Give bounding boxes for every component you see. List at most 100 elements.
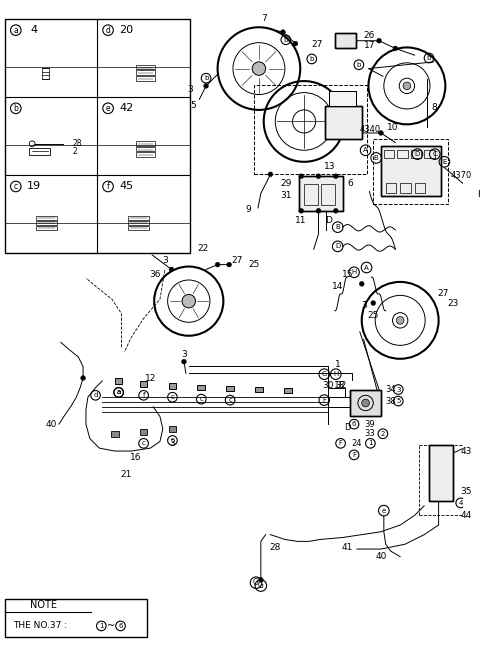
Circle shape [169,267,174,272]
Text: 28: 28 [72,139,82,148]
Text: 5: 5 [396,398,400,404]
Bar [429,445,453,501]
Text: b: b [13,104,18,113]
Text: 3: 3 [361,301,367,311]
Text: 7: 7 [261,14,266,23]
Text: ~: ~ [107,621,115,631]
Text: 42: 42 [119,103,133,113]
Bar [197,385,205,390]
Bar [299,176,344,211]
Text: 29: 29 [280,180,291,188]
Text: 39: 39 [364,420,375,428]
Text: a: a [117,390,121,395]
Text: 13: 13 [324,162,336,171]
Circle shape [293,41,298,46]
Bar [415,183,425,193]
Bar [29,147,50,155]
Circle shape [299,174,304,178]
Text: 1: 1 [335,360,341,369]
Text: b: b [427,55,431,61]
Bar [322,184,335,205]
Text: THE NO.37 :: THE NO.37 : [13,621,70,630]
Circle shape [204,84,208,88]
Text: 27: 27 [438,289,449,298]
Text: 9: 9 [245,205,251,215]
Bar [411,150,421,158]
Bar [115,378,122,384]
Text: 43: 43 [461,447,472,455]
Bar [335,33,356,49]
Circle shape [334,174,338,178]
Bar [384,150,395,158]
Circle shape [268,172,273,177]
Circle shape [377,38,382,43]
Text: 18: 18 [334,381,346,390]
Bar [5,18,190,253]
Text: 3: 3 [169,439,175,448]
Circle shape [334,209,338,213]
Circle shape [360,282,364,286]
Bar [36,221,57,225]
Text: c: c [170,394,174,400]
Text: b: b [310,56,314,62]
Text: 17: 17 [364,41,375,50]
Bar [424,150,435,158]
Bar [381,147,441,196]
Text: F: F [338,440,343,446]
Bar [136,141,155,145]
Text: 20: 20 [119,25,133,35]
Text: 3: 3 [396,386,400,393]
Bar [381,147,441,196]
Circle shape [396,316,404,324]
Text: G: G [322,371,327,377]
Bar [304,184,318,205]
Text: D: D [324,216,332,225]
Text: 27: 27 [311,40,322,49]
Text: B: B [374,155,379,161]
Text: H: H [333,371,338,377]
Circle shape [299,209,304,213]
Circle shape [258,578,263,582]
Text: c: c [142,440,145,446]
Text: 3: 3 [181,351,187,359]
Circle shape [393,46,398,51]
Bar [128,216,149,220]
Text: 24: 24 [352,439,362,448]
Bar [400,183,411,193]
Bar [350,390,381,417]
Bar [136,153,155,157]
Text: 26: 26 [364,32,375,40]
Bar [36,216,57,220]
Text: f: f [143,392,145,398]
Bar [136,147,155,151]
Text: A: A [364,265,369,270]
Text: 25: 25 [368,311,379,320]
Text: d: d [106,26,110,35]
Text: F: F [352,452,356,458]
Text: 21: 21 [120,470,132,478]
Text: 11: 11 [296,216,307,225]
Text: E: E [442,159,446,164]
Text: D: D [415,151,420,157]
Text: d: d [94,392,98,398]
Circle shape [403,82,411,89]
Text: 3: 3 [162,256,168,265]
Bar [128,226,149,230]
Circle shape [215,263,220,267]
Text: D: D [335,243,340,249]
Text: B: B [336,224,340,230]
Bar [429,445,453,501]
Text: 23: 23 [447,299,459,307]
Bar [140,429,147,435]
Text: 41: 41 [342,543,353,551]
Text: A: A [363,147,368,153]
Circle shape [181,359,186,364]
Circle shape [182,294,195,308]
Text: 14: 14 [332,282,343,291]
Text: 32: 32 [335,381,346,390]
Bar [168,426,176,432]
Text: 31: 31 [280,191,291,200]
Circle shape [316,174,321,178]
Text: 1: 1 [99,623,104,629]
Text: 16: 16 [130,453,142,463]
